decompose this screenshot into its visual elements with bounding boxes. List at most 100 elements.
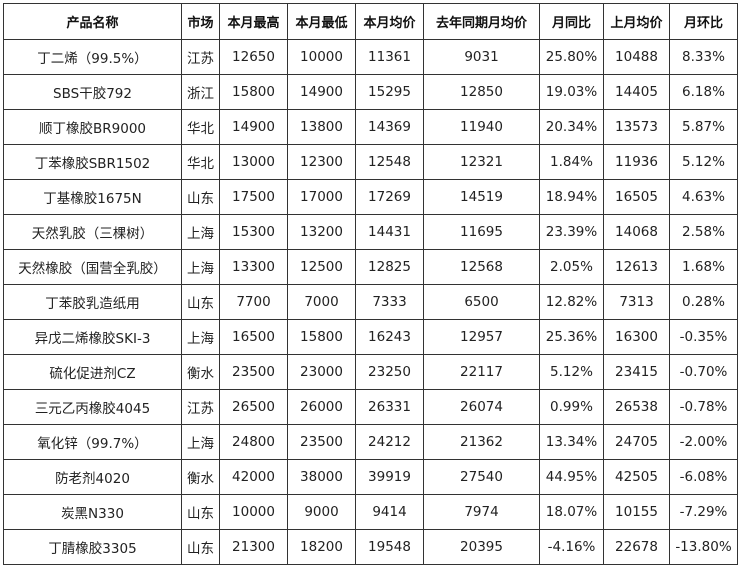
product-name-cell: 防老剂4020 bbox=[3, 459, 182, 495]
yoy-cell: 12.82% bbox=[539, 284, 604, 320]
last-month-avg-cell: 11936 bbox=[603, 144, 670, 180]
last-month-avg-cell: 26538 bbox=[603, 389, 670, 425]
market-cell: 上海 bbox=[181, 424, 220, 460]
month-low-cell: 12300 bbox=[287, 144, 356, 180]
market-cell: 上海 bbox=[181, 319, 220, 355]
market-cell: 华北 bbox=[181, 144, 220, 180]
table-row: 防老剂4020 衡水 42000 38000 39919 27540 44.95% 42505… bbox=[3, 459, 738, 495]
month-avg-cell: 14369 bbox=[355, 109, 424, 145]
month-high-cell: 10000 bbox=[219, 494, 288, 530]
header-yoy: 月同比 bbox=[539, 3, 604, 40]
month-high-cell: 15300 bbox=[219, 214, 288, 250]
month-low-cell: 9000 bbox=[287, 494, 356, 530]
month-avg-cell: 16243 bbox=[355, 319, 424, 355]
last-year-avg-cell: 26074 bbox=[423, 389, 540, 425]
mom-cell: 6.18% bbox=[669, 74, 738, 110]
month-avg-cell: 23250 bbox=[355, 354, 424, 390]
month-low-cell: 26000 bbox=[287, 389, 356, 425]
price-table: 产品名称 市场 本月最高 本月最低 本月均价 去年同期月均价 月同比 上月均价 … bbox=[3, 3, 738, 565]
header-month-avg: 本月均价 bbox=[355, 3, 424, 40]
mom-cell: 5.12% bbox=[669, 144, 738, 180]
month-high-cell: 26500 bbox=[219, 389, 288, 425]
market-cell: 江苏 bbox=[181, 389, 220, 425]
month-low-cell: 13200 bbox=[287, 214, 356, 250]
last-month-avg-cell: 14068 bbox=[603, 214, 670, 250]
product-name-cell: 顺丁橡胶BR9000 bbox=[3, 109, 182, 145]
yoy-cell: 5.12% bbox=[539, 354, 604, 390]
market-cell: 华北 bbox=[181, 109, 220, 145]
table-row: SBS干胶792 浙江 15800 14900 15295 12850 19.03% 1440… bbox=[3, 74, 738, 110]
table-row: 丁基橡胶1675N 山东 17500 17000 17269 14519 18.94% 165… bbox=[3, 179, 738, 215]
product-name-cell: 三元乙丙橡胶4045 bbox=[3, 389, 182, 425]
last-month-avg-cell: 13573 bbox=[603, 109, 670, 145]
table-row: 丁腈橡胶3305 山东 21300 18200 19548 20395 -4.16% 2267… bbox=[3, 529, 738, 565]
yoy-cell: 18.07% bbox=[539, 494, 604, 530]
market-cell: 浙江 bbox=[181, 74, 220, 110]
month-low-cell: 18200 bbox=[287, 529, 356, 565]
month-avg-cell: 39919 bbox=[355, 459, 424, 495]
mom-cell: 0.28% bbox=[669, 284, 738, 320]
last-month-avg-cell: 42505 bbox=[603, 459, 670, 495]
month-high-cell: 23500 bbox=[219, 354, 288, 390]
header-month-low: 本月最低 bbox=[287, 3, 356, 40]
table-row: 天然橡胶（国营全乳胶） 上海 13300 12500 12825 12568 2.05% 12… bbox=[3, 249, 738, 285]
product-name-cell: 丁二烯（99.5%） bbox=[3, 39, 182, 75]
month-high-cell: 24800 bbox=[219, 424, 288, 460]
month-avg-cell: 11361 bbox=[355, 39, 424, 75]
last-month-avg-cell: 16300 bbox=[603, 319, 670, 355]
market-cell: 上海 bbox=[181, 214, 220, 250]
table-row: 三元乙丙橡胶4045 江苏 26500 26000 26331 26074 0.99% 265… bbox=[3, 389, 738, 425]
yoy-cell: -4.16% bbox=[539, 529, 604, 565]
header-market: 市场 bbox=[181, 3, 220, 40]
yoy-cell: 1.84% bbox=[539, 144, 604, 180]
month-high-cell: 15800 bbox=[219, 74, 288, 110]
month-low-cell: 14900 bbox=[287, 74, 356, 110]
product-name-cell: 丁苯橡胶SBR1502 bbox=[3, 144, 182, 180]
product-name-cell: 氧化锌（99.7%） bbox=[3, 424, 182, 460]
table-row: 天然乳胶（三棵树） 上海 15300 13200 14431 11695 23.39% 140… bbox=[3, 214, 738, 250]
month-high-cell: 12650 bbox=[219, 39, 288, 75]
market-cell: 山东 bbox=[181, 179, 220, 215]
yoy-cell: 20.34% bbox=[539, 109, 604, 145]
market-cell: 衡水 bbox=[181, 459, 220, 495]
month-high-cell: 16500 bbox=[219, 319, 288, 355]
month-low-cell: 7000 bbox=[287, 284, 356, 320]
last-year-avg-cell: 14519 bbox=[423, 179, 540, 215]
mom-cell: 1.68% bbox=[669, 249, 738, 285]
table-body: 丁二烯（99.5%） 江苏 12650 10000 11361 9031 25.80% 104… bbox=[3, 39, 738, 565]
table-row: 异戊二烯橡胶SKI-3 上海 16500 15800 16243 12957 25.36% 1… bbox=[3, 319, 738, 355]
last-year-avg-cell: 6500 bbox=[423, 284, 540, 320]
mom-cell: -0.35% bbox=[669, 319, 738, 355]
last-month-avg-cell: 16505 bbox=[603, 179, 670, 215]
month-avg-cell: 12825 bbox=[355, 249, 424, 285]
mom-cell: 4.63% bbox=[669, 179, 738, 215]
last-month-avg-cell: 10488 bbox=[603, 39, 670, 75]
mom-cell: -7.29% bbox=[669, 494, 738, 530]
month-high-cell: 13000 bbox=[219, 144, 288, 180]
month-high-cell: 42000 bbox=[219, 459, 288, 495]
last-year-avg-cell: 20395 bbox=[423, 529, 540, 565]
market-cell: 上海 bbox=[181, 249, 220, 285]
month-avg-cell: 15295 bbox=[355, 74, 424, 110]
market-cell: 山东 bbox=[181, 284, 220, 320]
month-avg-cell: 26331 bbox=[355, 389, 424, 425]
header-mom: 月环比 bbox=[669, 3, 738, 40]
mom-cell: 2.58% bbox=[669, 214, 738, 250]
mom-cell: -6.08% bbox=[669, 459, 738, 495]
table-row: 炭黑N330 山东 10000 9000 9414 7974 18.07% 10155 -7.2… bbox=[3, 494, 738, 530]
mom-cell: -0.70% bbox=[669, 354, 738, 390]
table-row: 丁苯橡胶SBR1502 华北 13000 12300 12548 12321 1.84% 11… bbox=[3, 144, 738, 180]
month-avg-cell: 7333 bbox=[355, 284, 424, 320]
month-avg-cell: 12548 bbox=[355, 144, 424, 180]
last-year-avg-cell: 12957 bbox=[423, 319, 540, 355]
last-month-avg-cell: 14405 bbox=[603, 74, 670, 110]
yoy-cell: 19.03% bbox=[539, 74, 604, 110]
last-year-avg-cell: 12850 bbox=[423, 74, 540, 110]
product-name-cell: SBS干胶792 bbox=[3, 74, 182, 110]
header-last-month-avg: 上月均价 bbox=[603, 3, 670, 40]
last-month-avg-cell: 22678 bbox=[603, 529, 670, 565]
month-avg-cell: 24212 bbox=[355, 424, 424, 460]
month-avg-cell: 19548 bbox=[355, 529, 424, 565]
last-year-avg-cell: 12568 bbox=[423, 249, 540, 285]
month-high-cell: 7700 bbox=[219, 284, 288, 320]
